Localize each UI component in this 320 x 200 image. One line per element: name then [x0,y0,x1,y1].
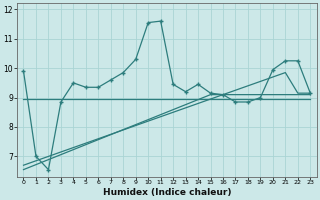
X-axis label: Humidex (Indice chaleur): Humidex (Indice chaleur) [103,188,231,197]
